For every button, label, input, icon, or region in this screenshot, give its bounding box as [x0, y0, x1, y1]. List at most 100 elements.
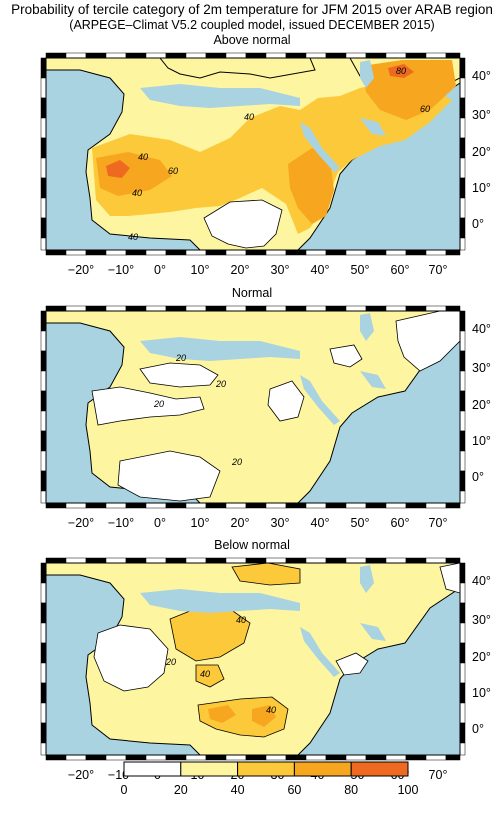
- frame-bar-segment: [325, 502, 347, 509]
- frame-bar-segment: [125, 557, 147, 564]
- frame-bar-segment: [225, 249, 247, 256]
- frame-bar-segment: [365, 305, 387, 312]
- frame-bar-segment: [165, 502, 187, 509]
- frame-bar-segment: [459, 57, 466, 79]
- frame-bar-segment: [40, 450, 47, 472]
- frame-bar-segment: [145, 502, 167, 509]
- frame-bar-segment: [65, 502, 87, 509]
- frame-bar-segment: [85, 249, 107, 256]
- frame-bar-segment: [459, 177, 466, 199]
- region-0-20-d: [267, 380, 305, 422]
- y-tick-label: 30°: [472, 361, 491, 375]
- x-tick-label: 40°: [311, 263, 330, 277]
- frame-bar-segment: [459, 662, 466, 684]
- frame-bar-segment: [385, 249, 407, 256]
- frame-bar-segment: [40, 330, 47, 352]
- frame-bar-segment: [459, 390, 466, 412]
- region-60-80-c: [362, 60, 456, 120]
- frame-bar-segment: [459, 490, 466, 504]
- x-tick-label: 30°: [271, 263, 290, 277]
- frame-bar-segment: [459, 97, 466, 119]
- region-40-60-d: [231, 563, 301, 586]
- region-0-20: [203, 199, 283, 249]
- panel-title-normal: Normal: [231, 286, 273, 300]
- frame-bar-segment: [265, 52, 287, 59]
- frame-bar-segment: [85, 305, 107, 312]
- frame-bar-segment: [125, 249, 147, 256]
- frame-bar-segment: [45, 305, 67, 312]
- frame-bar-segment: [205, 502, 227, 509]
- frame-bar-segment: [265, 557, 287, 564]
- x-tick-label: 10°: [191, 263, 210, 277]
- frame-bar-segment: [285, 305, 307, 312]
- y-tick-label: 40°: [472, 322, 491, 336]
- frame-bar-segment: [459, 197, 466, 219]
- map-border: [45, 57, 461, 251]
- frame-bar-segment: [285, 502, 307, 509]
- frame-bar-segment: [459, 430, 466, 452]
- panel-title-below-normal: Below normal: [214, 538, 290, 552]
- legend-tick-label: 60: [287, 783, 301, 797]
- frame-bar-segment: [105, 305, 127, 312]
- frame-bar-segment: [225, 557, 247, 564]
- frame-bar-segment: [285, 557, 307, 564]
- sea-med: [140, 84, 300, 108]
- frame-bar-segment: [459, 562, 466, 584]
- frame-bar-segment: [459, 702, 466, 724]
- contour-label: 40: [132, 188, 142, 198]
- frame-bar-segment: [205, 305, 227, 312]
- frame-bar-segment: [105, 502, 127, 509]
- frame-bar-segment: [305, 502, 327, 509]
- frame-bar-segment: [325, 52, 347, 59]
- map-above-normal: 80 60 40 40 40 60 40 −20° −10° 0° 10° 20° 30°…: [40, 52, 491, 277]
- map-border: [45, 562, 461, 756]
- frame-bar-segment: [85, 502, 107, 509]
- frame-bar-segment: [40, 562, 47, 584]
- x-tick-label: 20°: [231, 263, 250, 277]
- contour-labels: 40 20 40 40: [165, 615, 276, 715]
- region-60-80-b: [288, 148, 334, 224]
- legend-swatch: [293, 761, 352, 777]
- figure-subtitle: (ARPEGE–Climat V5.2 coupled model, issue…: [69, 18, 435, 32]
- frame-bar-segment: [40, 582, 47, 604]
- frame-bar-segment: [459, 582, 466, 604]
- frame-bar-segment: [325, 557, 347, 564]
- contour-label: 60: [420, 104, 430, 114]
- frame-bar-segment: [265, 249, 287, 256]
- frame-bar-segment: [225, 52, 247, 59]
- frame-bar-segment: [45, 557, 67, 564]
- frame-bar-segment: [165, 305, 187, 312]
- y-tick-label: 0°: [472, 470, 484, 484]
- region-80-100-a: [106, 160, 130, 178]
- legend-tick-label: 20: [174, 783, 188, 797]
- map-border: [45, 310, 461, 504]
- sea-caspian: [360, 313, 374, 341]
- frame-bar-segment: [40, 682, 47, 704]
- frame-bar-segment: [385, 502, 407, 509]
- frame-bar-segment: [145, 305, 167, 312]
- x-tick-label: −10°: [108, 516, 134, 530]
- frame-bar-segment: [185, 502, 207, 509]
- frame-bar-segment: [40, 390, 47, 412]
- region-0-20-b: [139, 362, 219, 388]
- frame-bar-segment: [459, 622, 466, 644]
- frame-bar-segment: [385, 52, 407, 59]
- frame-bar-segment: [305, 52, 327, 59]
- y-tick-label: 30°: [472, 613, 491, 627]
- frame-bar-segment: [459, 77, 466, 99]
- contour-label: 40: [244, 112, 254, 122]
- frame-bar-segment: [459, 370, 466, 392]
- frame-bar-segment: [40, 662, 47, 684]
- frame-bar-segment: [165, 249, 187, 256]
- region-0-20-f: [117, 450, 221, 502]
- legend-swatch: [123, 761, 182, 777]
- contour-label: 40: [236, 615, 246, 625]
- frame-bar-segment: [459, 722, 466, 744]
- frame-bar-segment: [459, 642, 466, 664]
- frame-bar-segment: [40, 350, 47, 372]
- frame-bar-segment: [459, 470, 466, 492]
- frame-bar-segment: [459, 330, 466, 352]
- frame-bar-segment: [365, 557, 387, 564]
- sea-caspian: [360, 565, 374, 593]
- x-tick-label: 40°: [311, 516, 330, 530]
